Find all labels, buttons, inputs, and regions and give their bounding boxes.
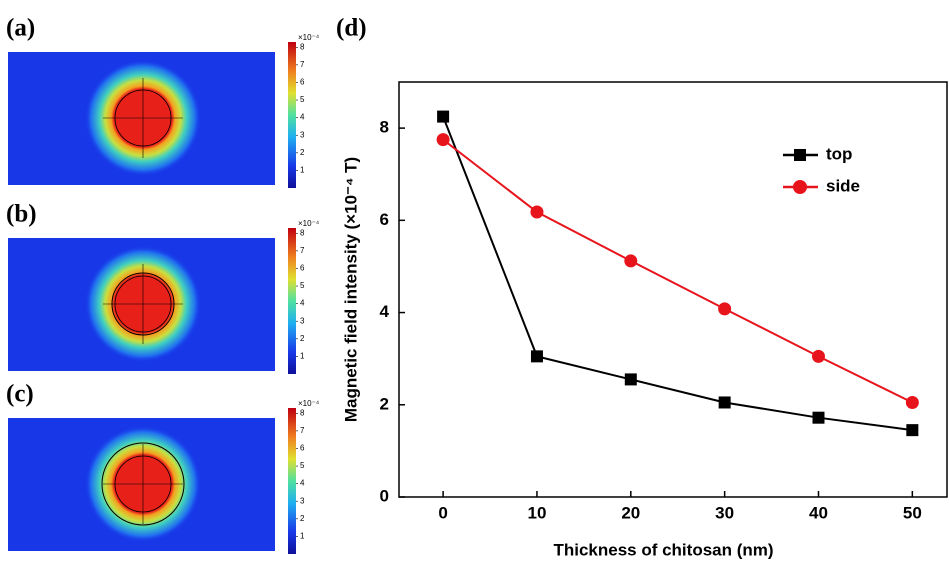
colorbar-tick-label: 6: [300, 78, 305, 87]
colorbar-tick-label: 2: [300, 148, 305, 157]
x-tick-label: 40: [809, 503, 828, 522]
y-tick-label: 4: [380, 302, 390, 321]
legend-marker: [794, 149, 806, 161]
series-line: [442, 116, 913, 432]
marker: [530, 205, 544, 219]
colorbar-tick-label: 6: [300, 444, 305, 453]
colorbar-label: ×10⁻⁴: [298, 399, 320, 408]
colorbar-tick-label: 6: [300, 264, 305, 273]
panel-label: (c): [6, 381, 34, 408]
colorbar-tick-label: 2: [300, 334, 305, 343]
y-tick-label: 8: [380, 118, 389, 137]
marker: [718, 396, 731, 409]
colorbar-tick-label: 8: [300, 228, 305, 237]
plot-frame: [398, 81, 948, 498]
marker: [624, 254, 638, 268]
panel-label: (d): [336, 15, 367, 42]
marker: [624, 373, 637, 386]
colorbar-label: ×10⁻⁴: [298, 33, 320, 42]
colorbar-tick-label: 4: [300, 113, 305, 122]
colorbar: [288, 42, 296, 188]
panel-label: (a): [6, 15, 35, 42]
panel-label: (b): [6, 201, 37, 228]
marker: [811, 349, 825, 363]
colorbar-tick-label: 4: [300, 479, 305, 488]
colorbar-tick-label: 1: [300, 166, 305, 175]
x-tick-label: 10: [527, 503, 546, 522]
marker: [905, 395, 919, 409]
series-line: [442, 138, 913, 404]
x-tick-label: 30: [715, 503, 734, 522]
colorbar-tick-label: 7: [300, 60, 305, 69]
x-axis-label: Thickness of chitosan (nm): [553, 540, 773, 559]
colorbar-tick-label: 8: [300, 408, 305, 417]
marker: [436, 133, 450, 147]
particle-outline: [114, 89, 172, 147]
y-tick-label: 6: [380, 210, 389, 229]
colorbar-tick-label: 7: [300, 246, 305, 255]
legend-label: side: [826, 176, 860, 195]
y-tick-label: 0: [380, 486, 389, 505]
x-tick-label: 0: [438, 503, 447, 522]
colorbar-tick-label: 1: [300, 532, 305, 541]
particle-outline: [114, 455, 172, 513]
y-tick-label: 2: [380, 394, 389, 413]
colorbar-tick-label: 2: [300, 514, 305, 523]
colorbar-tick-label: 5: [300, 281, 305, 290]
colorbar-label: ×10⁻⁴: [298, 219, 320, 228]
y-axis-label: Magnetic field intensity (×10⁻⁴ T): [341, 157, 360, 422]
colorbar: [288, 408, 296, 554]
shell-outline: [101, 442, 185, 526]
colorbar-tick-label: 1: [300, 352, 305, 361]
shell-outline: [111, 272, 175, 336]
marker: [530, 350, 543, 363]
legend-marker: [793, 180, 807, 194]
legend-label: top: [826, 144, 852, 163]
marker: [812, 411, 825, 424]
marker: [906, 424, 919, 437]
colorbar-tick-label: 8: [300, 42, 305, 51]
colorbar-tick-label: 5: [300, 95, 305, 104]
colorbar-tick-label: 5: [300, 461, 305, 470]
marker: [718, 302, 732, 316]
colorbar-tick-label: 3: [300, 316, 305, 325]
colorbar: [288, 228, 296, 374]
marker: [437, 110, 450, 123]
colorbar-tick-label: 3: [300, 496, 305, 505]
colorbar-tick-label: 7: [300, 426, 305, 435]
x-tick-label: 50: [903, 503, 922, 522]
colorbar-tick-label: 3: [300, 130, 305, 139]
colorbar-tick-label: 4: [300, 299, 305, 308]
x-tick-label: 20: [621, 503, 640, 522]
particle-outline: [114, 275, 172, 333]
